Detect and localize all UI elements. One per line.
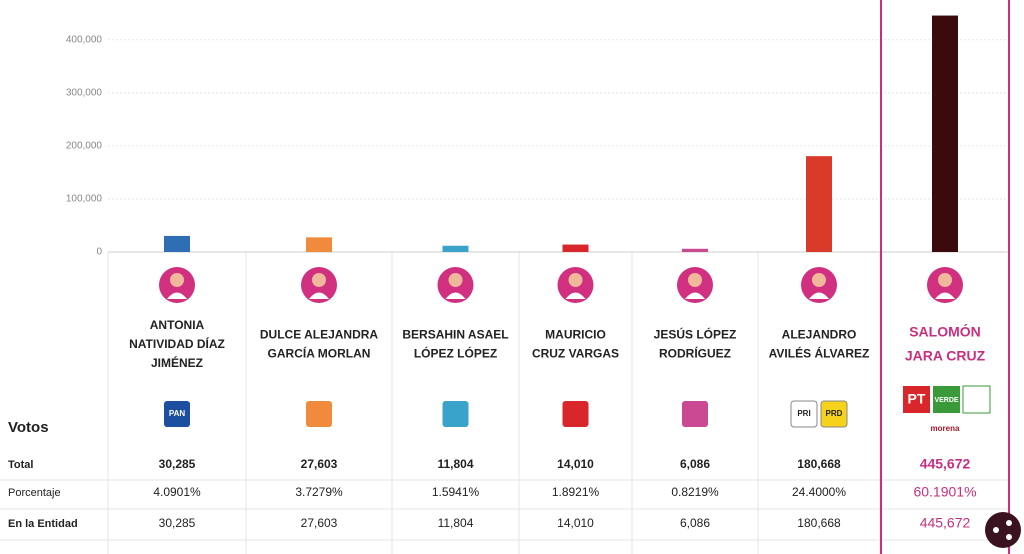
table-cell: 6,086: [680, 516, 710, 530]
avatar-head: [312, 273, 326, 287]
bar: [442, 245, 469, 252]
share-icon[interactable]: [1006, 520, 1012, 526]
table-cell: 3.7279%: [295, 485, 343, 499]
row-label: Total: [8, 459, 33, 471]
party-label: PT: [908, 391, 926, 407]
candidate-name: MAURICIO: [545, 328, 606, 342]
candidate-name: BERSAHIN ASAEL: [402, 328, 508, 342]
avatar-head: [938, 273, 952, 287]
table-cell: 11,804: [438, 516, 474, 530]
bar: [682, 248, 708, 252]
table-cell: 14,010: [557, 457, 594, 471]
row-label: Porcentaje: [8, 487, 61, 499]
party-label: PRI: [797, 409, 810, 418]
table-cell: 11,804: [437, 457, 473, 471]
y-tick-label: 200,000: [66, 141, 103, 152]
party-logo: [306, 401, 332, 427]
bar: [306, 237, 332, 252]
party-label: morena: [931, 424, 960, 433]
candidate-name: JARA CRUZ: [905, 348, 986, 364]
avatar-head: [688, 273, 702, 287]
candidate-name: RODRÍGUEZ: [659, 346, 731, 361]
table-cell: 180,668: [797, 457, 841, 471]
bar: [562, 244, 589, 252]
party-logo: [903, 386, 930, 413]
party-logo: [962, 385, 991, 414]
candidate-name: ALEJANDRO: [782, 328, 857, 342]
party-label: PAN: [169, 409, 186, 418]
bar: [932, 15, 958, 252]
avatar-body: [565, 292, 586, 299]
share-button-bg[interactable]: [985, 512, 1021, 548]
table-cell: 27,603: [301, 516, 338, 530]
share-icon[interactable]: [993, 527, 999, 533]
table-cell: 27,603: [301, 457, 338, 471]
table-cell: 445,672: [920, 456, 971, 472]
avatar-body: [167, 292, 187, 299]
avatar-head: [812, 273, 826, 287]
party-logo: [442, 401, 469, 427]
party-logo: [682, 401, 708, 427]
y-tick-label: 0: [96, 247, 102, 258]
table-cell: 14,010: [557, 516, 594, 530]
candidate-name: NATIVIDAD DÍAZ: [129, 336, 225, 351]
bar: [806, 156, 832, 252]
y-tick-label: 400,000: [66, 34, 103, 45]
share-button[interactable]: [985, 512, 1021, 548]
party-logo: [933, 386, 960, 413]
party-logo: [790, 400, 818, 428]
candidate-name: JESÚS LÓPEZ: [654, 327, 737, 342]
party-logo: [820, 400, 848, 428]
table-cell: 30,285: [159, 457, 196, 471]
table-cell: 445,672: [920, 515, 971, 531]
candidate-name: AVILÉS ÁLVAREZ: [769, 346, 870, 361]
candidate-name: ANTONIA: [150, 318, 205, 332]
table-cell: 180,668: [797, 516, 841, 530]
candidate-name: CRUZ VARGAS: [532, 347, 619, 361]
share-icon[interactable]: [1006, 534, 1012, 540]
avatar-head: [448, 273, 463, 287]
avatar-body: [935, 292, 955, 299]
party-label: VERDE: [934, 397, 958, 404]
candidate-name: SALOMÓN: [909, 323, 981, 340]
party-label: PRD: [826, 409, 843, 418]
table-cell: 60.1901%: [913, 484, 976, 500]
party-logo: [164, 401, 190, 427]
party-logo: [562, 401, 589, 427]
avatar-body: [685, 292, 705, 299]
table-cell: 6,086: [680, 457, 710, 471]
avatar-head: [568, 273, 583, 287]
y-tick-label: 300,000: [66, 87, 103, 98]
table-cell: 24.4000%: [792, 485, 846, 499]
candidate-name: LÓPEZ LÓPEZ: [414, 346, 497, 361]
table-cell: 1.8921%: [552, 485, 600, 499]
table-header: Votos: [8, 419, 49, 436]
avatar-body: [445, 292, 466, 299]
candidate-name: DULCE ALEJANDRA: [260, 328, 379, 342]
table-cell: 0.8219%: [671, 485, 719, 499]
table-cell: 30,285: [159, 516, 196, 530]
candidate-name: JIMÉNEZ: [151, 355, 203, 370]
bar: [164, 235, 190, 252]
row-label: En la Entidad: [8, 518, 78, 530]
avatar-body: [809, 292, 829, 299]
avatar-body: [309, 292, 329, 299]
table-cell: 4.0901%: [153, 485, 201, 499]
avatar-head: [170, 273, 184, 287]
table-cell: 1.5941%: [432, 485, 480, 499]
y-tick-label: 100,000: [66, 194, 103, 205]
candidate-name: GARCÍA MORLAN: [268, 346, 371, 361]
